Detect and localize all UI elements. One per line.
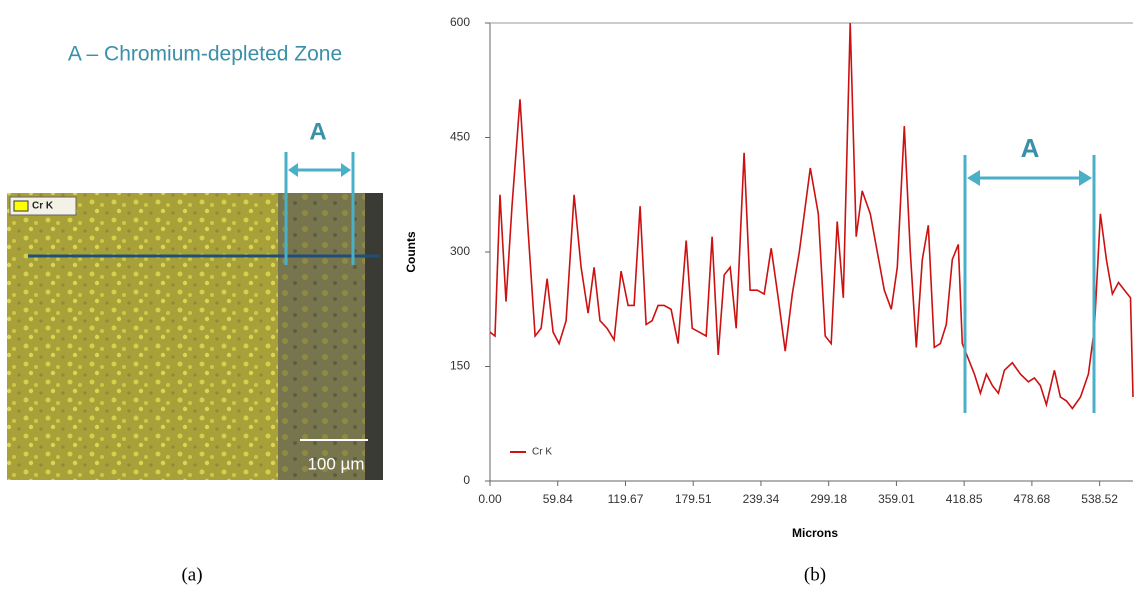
edge-region xyxy=(365,193,383,480)
x-tick-label: 478.68 xyxy=(1014,492,1051,506)
data-line xyxy=(490,23,1133,409)
annotation-label: A xyxy=(1021,133,1040,163)
caption: (b) xyxy=(804,564,826,585)
x-tick-label: 418.85 xyxy=(946,492,983,506)
x-tick-label: 538.52 xyxy=(1081,492,1118,506)
x-tick-label: 359.01 xyxy=(878,492,915,506)
caption: (a) xyxy=(181,564,202,585)
figure: A – Chromium-depleted Zone Cr K 100 µm A… xyxy=(0,0,1134,590)
y-tick-label: 0 xyxy=(463,473,470,487)
image-legend-swatch xyxy=(14,201,28,211)
x-tick-label: 239.34 xyxy=(743,492,780,506)
y-axis-label: Counts xyxy=(404,231,418,273)
zone-marker: A xyxy=(309,118,326,145)
depleted-region xyxy=(278,193,370,480)
x-tick-label: 119.67 xyxy=(608,492,644,506)
y-tick-label: 600 xyxy=(450,15,470,29)
y-tick-label: 450 xyxy=(450,130,470,144)
x-tick-label: 59.84 xyxy=(543,492,573,506)
micrograph: Cr K 100 µm xyxy=(7,193,383,480)
y-tick-label: 150 xyxy=(450,359,470,373)
legend-label: Cr K xyxy=(532,447,552,458)
image-legend-label: Cr K xyxy=(32,201,54,212)
scale-bar-label: 100 µm xyxy=(307,454,364,473)
x-tick-label: 179.51 xyxy=(675,492,712,506)
x-tick-label: 299.18 xyxy=(810,492,847,506)
panel-title: A – Chromium-depleted Zone xyxy=(68,43,342,66)
x-axis-label: Microns xyxy=(792,526,838,540)
x-tick-label: 0.00 xyxy=(478,492,502,506)
y-tick-label: 300 xyxy=(450,244,470,258)
